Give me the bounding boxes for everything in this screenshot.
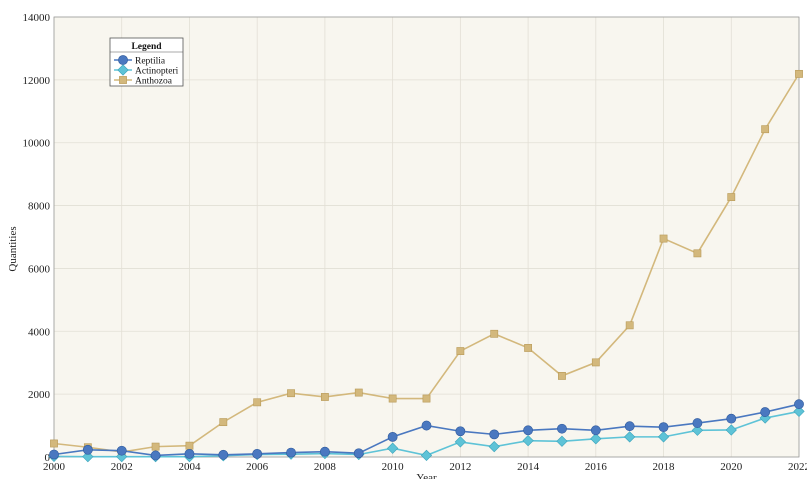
data-point <box>522 435 534 447</box>
series-anthozoa <box>50 69 803 456</box>
data-point <box>320 446 330 457</box>
data-point <box>82 444 93 455</box>
x-tick-label: 2008 <box>314 461 337 473</box>
data-point <box>761 125 770 134</box>
data-point <box>49 449 59 460</box>
data-point <box>119 76 127 84</box>
x-tick-label: 2004 <box>178 461 201 473</box>
data-point <box>252 448 263 459</box>
data-point <box>625 321 634 330</box>
data-point <box>488 441 500 453</box>
x-axis-label: Year <box>416 472 437 479</box>
data-point <box>556 435 568 447</box>
data-point <box>760 407 771 417</box>
x-tick-label: 2018 <box>653 461 676 473</box>
x-tick-label: 2016 <box>585 461 608 473</box>
data-point <box>150 450 161 461</box>
data-point <box>151 442 160 451</box>
x-tick-label: 2020 <box>720 461 743 473</box>
data-point <box>118 55 128 65</box>
data-point <box>388 394 397 403</box>
data-point <box>117 64 129 76</box>
data-point <box>693 249 702 258</box>
y-tick-label: 4000 <box>28 326 51 338</box>
data-point <box>523 425 533 436</box>
data-point <box>253 398 262 407</box>
data-point <box>489 429 500 440</box>
data-point <box>490 329 499 338</box>
data-point <box>659 234 668 243</box>
legend-entry-label: Reptilia <box>135 57 166 67</box>
data-point <box>422 394 431 403</box>
data-point <box>557 423 567 434</box>
data-point <box>726 413 737 424</box>
y-tick-label: 0 <box>45 452 51 464</box>
data-point <box>286 447 296 458</box>
legend-entry-label: Anthozoa <box>135 77 173 87</box>
data-point <box>727 193 736 201</box>
x-tick-label: 2002 <box>111 461 133 473</box>
data-point <box>691 424 704 436</box>
data-point <box>795 69 803 78</box>
data-point <box>624 421 635 432</box>
data-point <box>558 372 566 380</box>
data-point <box>454 436 466 448</box>
x-tick-label: 2010 <box>382 461 405 473</box>
data-point <box>387 431 398 442</box>
data-point <box>725 424 737 436</box>
data-point <box>185 441 194 450</box>
data-point <box>219 418 228 427</box>
data-point <box>590 425 601 436</box>
data-point <box>420 449 433 462</box>
data-point <box>590 433 602 445</box>
series-reptilia <box>49 399 804 461</box>
data-point <box>82 451 94 463</box>
data-point <box>455 426 466 437</box>
x-tick-label: 2014 <box>517 461 540 473</box>
data-point <box>456 347 465 355</box>
legend-entry-label: Actinopteri <box>135 67 179 77</box>
y-tick-label: 10000 <box>23 138 51 150</box>
data-point <box>657 431 670 443</box>
data-point <box>421 420 432 431</box>
x-tick-label: 2006 <box>246 461 269 473</box>
y-tick-label: 6000 <box>28 263 51 275</box>
data-point <box>692 418 703 428</box>
data-point <box>287 389 295 398</box>
x-tick-label: 2012 <box>449 461 471 473</box>
data-point <box>591 358 600 367</box>
data-point <box>624 431 636 443</box>
data-point <box>184 448 195 459</box>
data-point <box>321 393 329 401</box>
x-tick-label: 2022 <box>788 461 807 473</box>
data-point <box>524 344 532 352</box>
x-tick-label: 2000 <box>43 461 66 473</box>
y-axis-label: Quantities <box>7 226 19 271</box>
data-point <box>793 405 805 418</box>
data-point <box>50 439 58 448</box>
data-point <box>387 442 399 454</box>
y-tick-label: 2000 <box>28 389 51 401</box>
data-point <box>354 388 363 397</box>
data-point <box>794 399 804 410</box>
data-point <box>116 445 127 456</box>
y-tick-label: 12000 <box>23 75 51 87</box>
y-tick-label: 8000 <box>28 201 51 213</box>
data-point <box>658 422 669 433</box>
data-point <box>353 448 364 459</box>
y-tick-label: 14000 <box>23 12 51 24</box>
plot-area <box>54 17 799 457</box>
legend-title: Legend <box>131 42 162 52</box>
data-point <box>218 449 229 460</box>
